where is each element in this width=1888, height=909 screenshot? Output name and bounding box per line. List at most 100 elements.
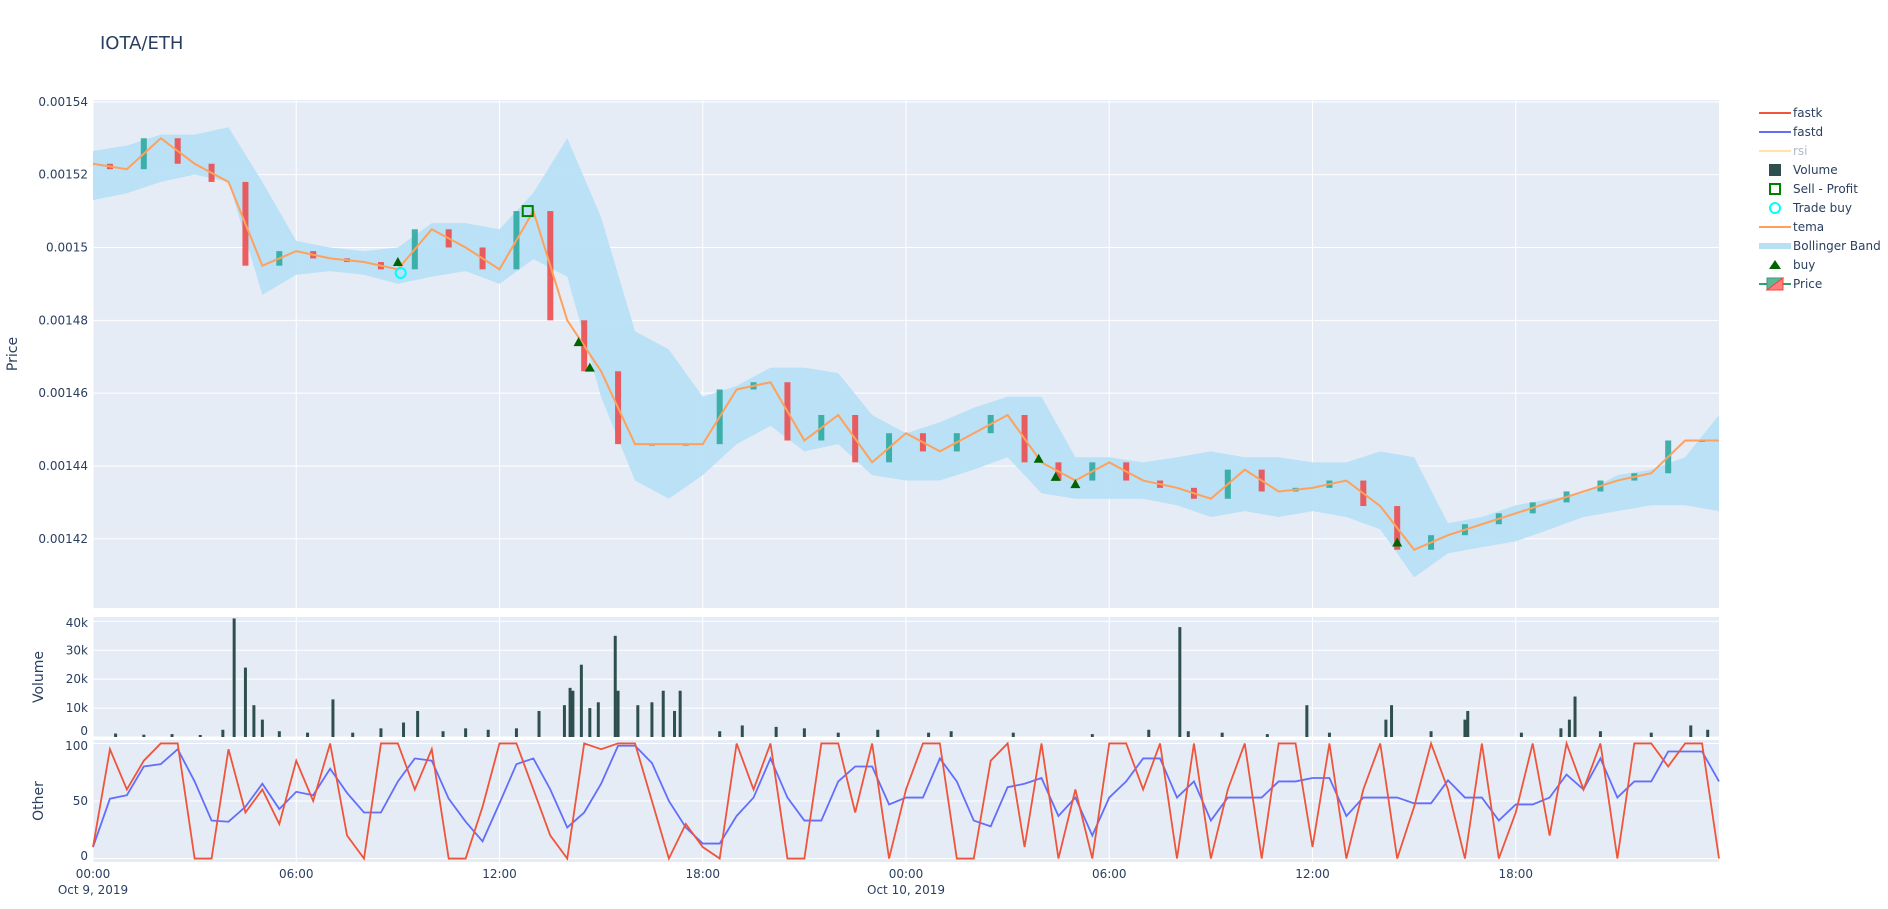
x-tick-label: 00:00 xyxy=(76,867,111,881)
legend-item-fastk[interactable]: fastk xyxy=(1759,106,1823,120)
price-series xyxy=(92,127,1719,578)
x-tick-date-label: Oct 9, 2019 xyxy=(58,883,128,897)
volume-bar xyxy=(613,635,617,737)
volume-bar xyxy=(331,699,335,737)
legend-label: Trade buy xyxy=(1792,201,1852,215)
volume-bar xyxy=(1147,729,1151,737)
x-tick-date-label: Oct 10, 2019 xyxy=(867,883,945,897)
volume-bar xyxy=(596,702,600,737)
volume-bar xyxy=(1466,710,1470,737)
volume-bar xyxy=(221,729,225,737)
volume-bar xyxy=(650,702,654,737)
x-tick-label: 06:00 xyxy=(1092,867,1127,881)
volume-bar xyxy=(568,687,572,737)
legend-item-rsi[interactable]: rsi xyxy=(1759,144,1808,158)
buy-marker xyxy=(1050,471,1061,481)
price-axis-title: Price xyxy=(5,337,21,371)
legend-item-sell-profit[interactable]: Sell - Profit xyxy=(1769,182,1858,196)
legend-label: buy xyxy=(1793,258,1815,272)
volume-bar xyxy=(464,728,468,737)
volume-bar xyxy=(579,664,583,737)
volume-bar xyxy=(1689,725,1693,737)
volume-bar xyxy=(1305,705,1309,737)
volume-bar xyxy=(1567,719,1571,737)
x-tick-label: 06:00 xyxy=(279,867,314,881)
volume-bar xyxy=(774,726,778,737)
volume-bar xyxy=(170,734,174,737)
fastd-line xyxy=(92,744,1720,848)
volume-bar xyxy=(416,710,420,737)
volume-bar xyxy=(277,731,281,737)
volume-bar xyxy=(1598,731,1602,737)
y-tick-label: 0.0015 xyxy=(46,240,88,254)
volume-bar xyxy=(949,731,953,737)
volume-bar xyxy=(636,705,640,737)
x-tick-label: 12:00 xyxy=(1295,867,1330,881)
sell-profit-marker xyxy=(521,205,534,218)
volume-bar xyxy=(802,728,806,737)
y-tick-label: 0.00154 xyxy=(38,95,88,109)
volume-bar xyxy=(537,710,541,737)
volume-bar xyxy=(252,705,256,737)
volume-bar xyxy=(661,690,665,737)
legend-label: tema xyxy=(1793,220,1824,234)
y-tick-label: 0.00146 xyxy=(38,386,88,400)
buy-marker xyxy=(584,362,595,372)
volume-bar xyxy=(486,729,490,737)
volume-bar xyxy=(142,734,146,737)
x-tick-label: 18:00 xyxy=(1498,867,1533,881)
volume-bar xyxy=(678,690,682,737)
fastk-line xyxy=(92,740,1720,862)
volume-bar xyxy=(836,732,840,737)
volume-bar xyxy=(514,728,518,737)
volume-bar xyxy=(718,731,722,737)
legend-label: Bollinger Band xyxy=(1793,239,1881,253)
legend-label: Sell - Profit xyxy=(1793,182,1858,196)
buy-marker xyxy=(1392,537,1403,547)
buy-marker xyxy=(1033,453,1044,463)
volume-bar xyxy=(927,732,931,737)
y-tick-label: 0.00148 xyxy=(38,313,88,327)
legend-item-trade-buy[interactable]: Trade buy xyxy=(1769,201,1852,215)
legend-item-price[interactable]: Price xyxy=(1759,277,1822,291)
legend-item-volume[interactable]: Volume xyxy=(1769,163,1838,177)
volume-axis-title: Volume xyxy=(31,651,47,703)
volume-bar xyxy=(616,690,620,737)
volume-bar xyxy=(351,732,355,737)
x-tick-label: 18:00 xyxy=(685,867,720,881)
volume-bar xyxy=(260,719,264,737)
y-tick-label: 40k xyxy=(66,616,88,630)
legend-item-bollinger-band[interactable]: Bollinger Band xyxy=(1759,239,1881,253)
legend-label: Price xyxy=(1793,277,1822,291)
volume-bar xyxy=(740,725,744,737)
volume-bar xyxy=(673,710,677,737)
volume-bar xyxy=(243,667,247,737)
volume-bar xyxy=(1706,729,1710,737)
volume-bar xyxy=(1559,728,1563,737)
volume-bar xyxy=(198,734,202,737)
chart-title: IOTA/ETH xyxy=(100,33,183,54)
legend-item-fastd[interactable]: fastd xyxy=(1759,125,1823,139)
legend-item-tema[interactable]: tema xyxy=(1759,220,1824,234)
volume-bar xyxy=(1463,719,1467,737)
volume-bar xyxy=(441,731,445,737)
legend-square-icon xyxy=(1769,164,1781,176)
y-tick-label: 0 xyxy=(80,724,88,738)
legend-triangle-icon xyxy=(1769,260,1781,269)
y-tick-label: 0.00144 xyxy=(38,459,88,473)
y-tick-label: 10k xyxy=(66,701,88,715)
volume-bar xyxy=(306,732,310,737)
volume-bar xyxy=(402,722,406,737)
volume-bar xyxy=(1384,719,1388,737)
volume-bar xyxy=(1090,734,1094,737)
legend-circle-icon xyxy=(1769,202,1781,214)
volume-bar xyxy=(1186,731,1190,737)
legend-item-buy[interactable]: buy xyxy=(1769,258,1815,272)
volume-bar xyxy=(232,618,236,737)
legend[interactable]: fastk fastd rsi Volume Sell - Profit Trade bu… xyxy=(1759,106,1881,291)
y-tick-label: 0.00152 xyxy=(38,168,88,182)
legend-label: fastk xyxy=(1793,106,1823,120)
volume-bar xyxy=(1011,732,1015,737)
volume-bar xyxy=(1265,734,1269,737)
